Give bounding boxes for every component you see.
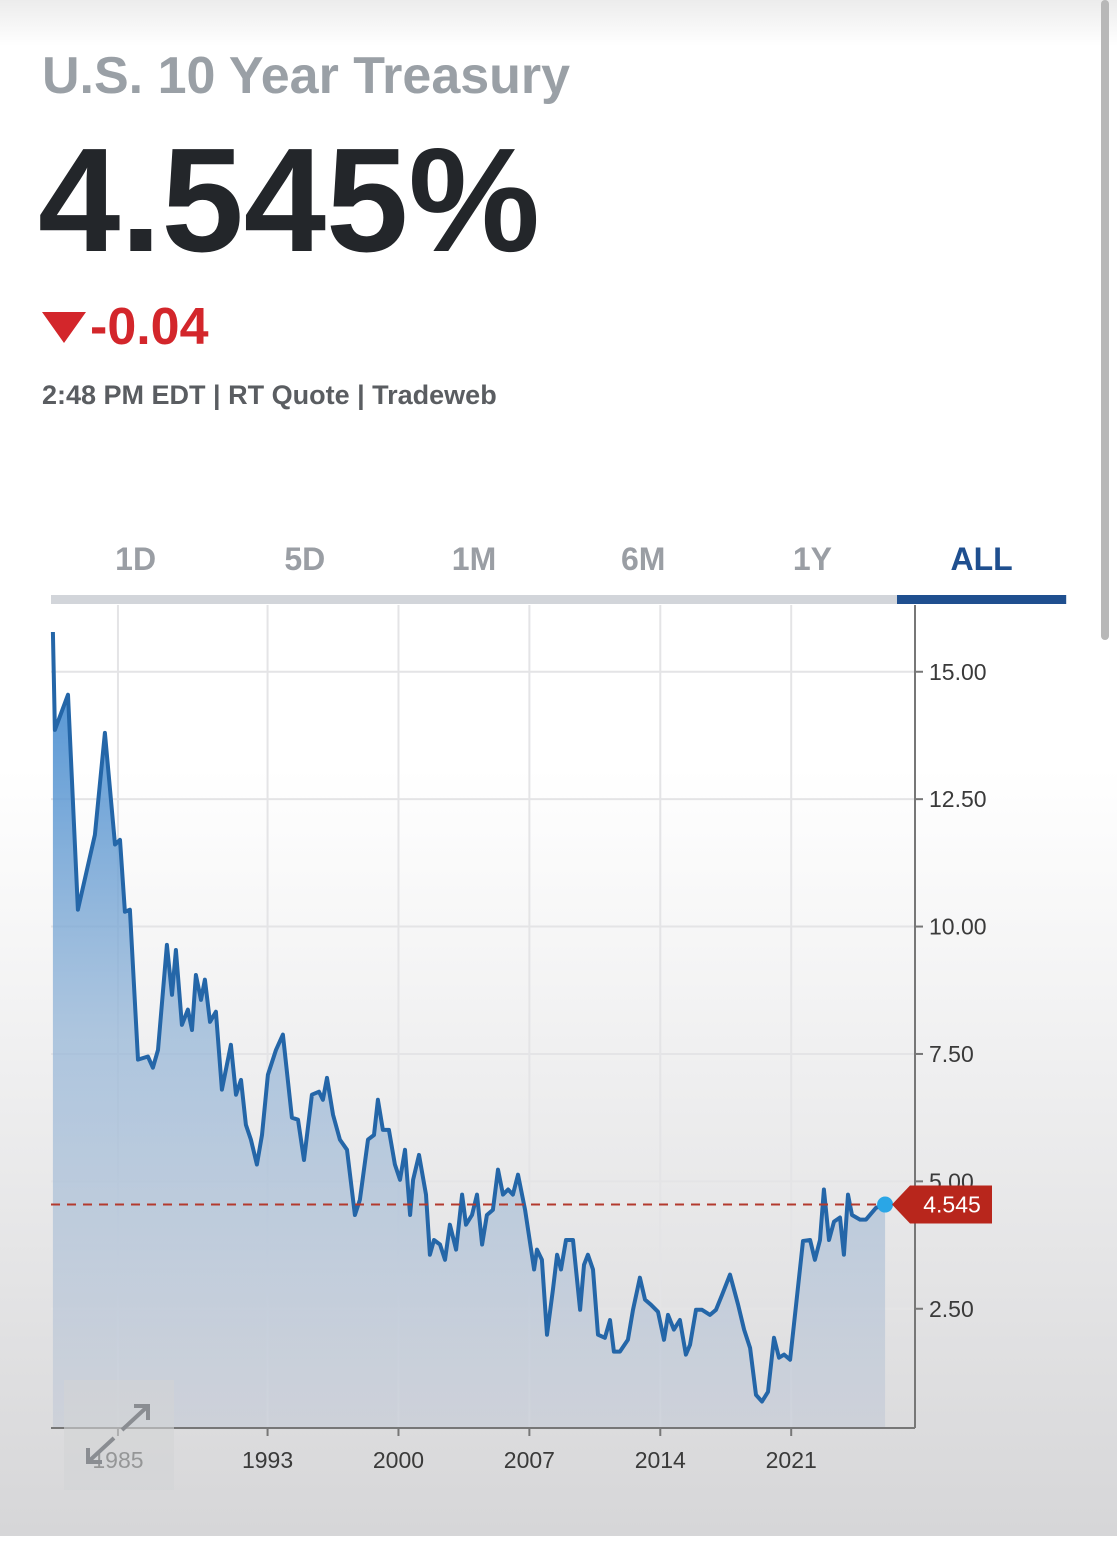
change: -0.04 [90, 298, 209, 356]
chart: 2.505.007.5010.0012.5015.001985199320002… [50, 605, 992, 1473]
down-arrow [42, 312, 86, 343]
expand-icon [86, 1404, 150, 1464]
y-tick-label: 10.00 [929, 914, 987, 940]
price-tag-label: 4.545 [923, 1192, 981, 1218]
tab[interactable]: 5D [284, 541, 325, 577]
tab[interactable]: 6M [621, 541, 665, 577]
tab[interactable]: 1D [115, 541, 156, 577]
x-tick-label: 1993 [242, 1447, 293, 1473]
price: 4.545% [38, 118, 540, 283]
area-fill [52, 632, 886, 1428]
expand-bg [64, 1380, 174, 1490]
x-tick-label: 2007 [504, 1447, 555, 1473]
x-tick-label: 2014 [635, 1447, 686, 1473]
title: U.S. 10 Year Treasury [42, 47, 570, 105]
y-tick-label: 15.00 [929, 659, 987, 685]
tab[interactable]: 1Y [793, 541, 832, 577]
x-tick-label: 2021 [766, 1447, 817, 1473]
tab-underline [897, 595, 1067, 604]
tab[interactable]: ALL [950, 541, 1012, 577]
tab-bar: 1D 5D 1M 6M 1Y ALL [115, 541, 1067, 604]
scrollbar [1101, 0, 1109, 640]
line [50, 631, 886, 1404]
tab[interactable]: 1M [452, 541, 496, 577]
y-tick-label: 2.50 [929, 1296, 974, 1322]
expand-button[interactable] [64, 1380, 174, 1490]
price-tag [892, 1185, 992, 1224]
current-point [877, 1196, 894, 1213]
x-tick-label: 2000 [373, 1447, 424, 1473]
tab-track [51, 595, 1066, 604]
quote-meta: 2:48 PM EDT | RT Quote | Tradeweb [42, 380, 497, 410]
y-tick-label: 7.50 [929, 1041, 974, 1067]
y-tick-label: 12.50 [929, 786, 987, 812]
